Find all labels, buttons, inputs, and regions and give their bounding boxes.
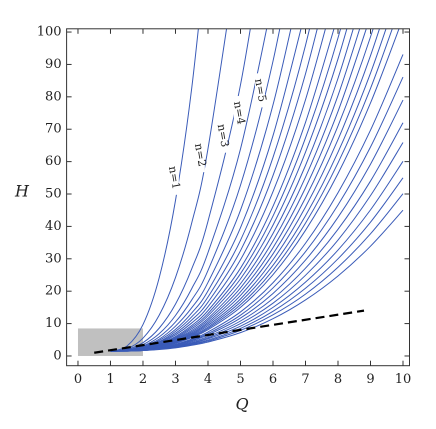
y-axis-label: H [14,182,30,201]
x-tick-label: 4 [204,372,212,387]
curve-label: n=1 [166,165,183,190]
x-tick-label: 8 [334,372,342,387]
curve [110,28,228,352]
shaded-region [77,328,143,356]
x-axis-label: Q [235,395,248,414]
y-tick-label: 90 [45,57,62,72]
curve-label: n=2 [192,142,209,167]
x-tick-label: 9 [366,372,374,387]
curve [110,122,404,352]
x-tick-label: 3 [171,372,179,387]
curve [110,76,404,352]
curve [110,28,199,352]
curve-label: n=5 [252,78,269,103]
curve-label-bg [168,160,179,195]
y-tick-label: 10 [45,316,62,331]
x-tick-label: 6 [269,372,277,387]
curve [110,28,292,352]
y-tick-label: 50 [45,187,62,202]
plot-frame [66,28,410,367]
curve [110,177,404,352]
y-tick-label: 20 [45,284,62,299]
curve [110,28,281,352]
x-tick-label: 10 [395,372,412,387]
curve-label: n=3 [215,123,232,148]
y-tick-label: 0 [53,348,61,363]
y-tick-label: 40 [45,219,62,234]
curve [110,209,404,352]
plot-area [77,28,404,356]
x-tick-label: 7 [301,372,309,387]
curve [110,28,251,352]
x-tick-label: 2 [139,372,147,387]
curve [110,28,268,352]
x-tick-label: 5 [236,372,244,387]
x-tick-label: 0 [74,372,82,387]
y-tick-label: 100 [37,25,62,40]
curve-label-bg [194,138,205,173]
dashed-line [94,309,365,354]
y-tick-label: 30 [45,251,62,266]
curve-label: n=4 [231,100,248,125]
y-tick-label: 60 [45,154,62,169]
x-tick-label: 1 [106,372,114,387]
curve-label-bg [233,96,244,131]
curve-label-bg [217,118,228,153]
curve-label-bg [254,73,265,108]
y-tick-label: 70 [45,122,62,137]
y-tick-label: 80 [45,89,62,104]
